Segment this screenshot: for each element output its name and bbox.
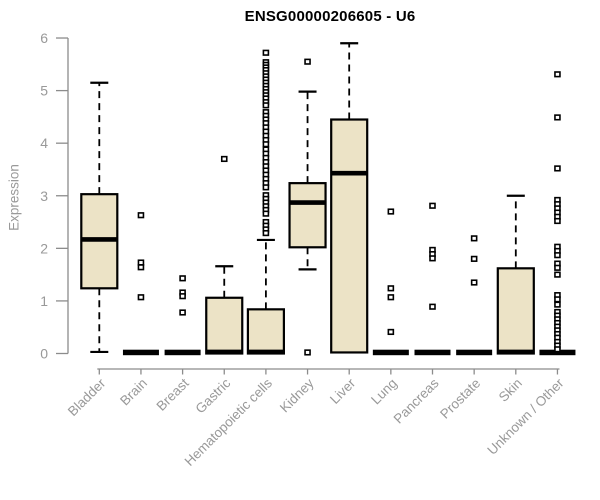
outlier-point bbox=[554, 114, 561, 121]
collapsed-box bbox=[414, 349, 451, 356]
outlier-point bbox=[470, 279, 478, 286]
outlier-point bbox=[262, 229, 270, 237]
box-breast bbox=[164, 275, 201, 356]
x-tick-label: Kidney bbox=[277, 375, 317, 415]
x-tick-label: Brain bbox=[117, 376, 150, 409]
svg-text:2: 2 bbox=[40, 240, 48, 256]
collapsed-box bbox=[164, 349, 201, 356]
outlier-point bbox=[554, 264, 561, 271]
outlier-point bbox=[554, 346, 561, 353]
outlier-point bbox=[262, 102, 270, 109]
box-skin bbox=[496, 194, 535, 355]
iqr-box bbox=[246, 308, 285, 355]
iqr-box bbox=[288, 182, 327, 249]
box-bladder bbox=[80, 81, 119, 354]
svg-text:0: 0 bbox=[40, 346, 48, 362]
box-gastric bbox=[205, 155, 244, 355]
x-tick-label: Bladder bbox=[65, 375, 109, 419]
x-tick-label: Skin bbox=[496, 376, 525, 405]
outlier-point bbox=[387, 208, 395, 215]
outlier-point bbox=[220, 155, 228, 163]
box-prostate bbox=[456, 235, 493, 356]
outlier-point bbox=[554, 296, 561, 303]
box-liver bbox=[330, 42, 369, 354]
iqr-box bbox=[330, 118, 369, 354]
y-axis bbox=[56, 37, 69, 355]
outlier-point bbox=[179, 309, 186, 316]
outlier-point bbox=[429, 202, 436, 209]
outlier-point bbox=[554, 271, 561, 278]
outlier-point bbox=[429, 255, 436, 262]
x-tick-label: Breast bbox=[154, 375, 192, 413]
outlier-point bbox=[304, 349, 311, 356]
outlier-point bbox=[262, 184, 270, 191]
box-pancreas bbox=[414, 202, 451, 356]
outlier-point bbox=[137, 294, 145, 301]
collapsed-box bbox=[539, 349, 576, 356]
x-tick-label: Lung bbox=[368, 376, 400, 408]
box-brain bbox=[122, 212, 159, 356]
outlier-point bbox=[470, 255, 478, 262]
outlier-point bbox=[554, 217, 561, 225]
collapsed-box bbox=[372, 349, 409, 356]
x-axis bbox=[97, 368, 560, 375]
collapsed-box bbox=[122, 349, 159, 356]
outlier-point bbox=[387, 328, 395, 336]
outlier-point bbox=[137, 212, 145, 219]
svg-text:4: 4 bbox=[40, 135, 48, 151]
x-tick-label: Unknown / Other bbox=[484, 375, 567, 458]
iqr-box bbox=[205, 296, 244, 355]
box-hematopoietic-cells bbox=[246, 49, 285, 355]
iqr-box bbox=[496, 267, 535, 355]
box-kidney bbox=[288, 58, 327, 356]
outlier-point bbox=[262, 210, 270, 217]
collapsed-box bbox=[456, 349, 493, 356]
box-unknown-other bbox=[539, 71, 576, 356]
outlier-point bbox=[554, 301, 561, 308]
outlier-point bbox=[262, 49, 270, 56]
outlier-point bbox=[137, 264, 145, 271]
outlier-point bbox=[470, 235, 478, 242]
x-tick-label: Pancreas bbox=[391, 375, 442, 426]
outlier-point bbox=[554, 71, 561, 78]
svg-text:1: 1 bbox=[40, 293, 48, 309]
x-tick-label: Gastric bbox=[193, 375, 234, 416]
svg-text:5: 5 bbox=[40, 83, 48, 99]
outlier-point bbox=[387, 285, 395, 292]
outlier-point bbox=[179, 293, 186, 300]
outlier-point bbox=[262, 141, 270, 148]
outlier-point bbox=[304, 58, 311, 65]
chart-title: ENSG00000206605 - U6 bbox=[244, 8, 416, 25]
box-lung bbox=[372, 208, 409, 356]
svg-text:6: 6 bbox=[40, 30, 48, 46]
outlier-point bbox=[554, 252, 561, 259]
outlier-point bbox=[429, 303, 436, 310]
y-axis-tick-labels: 0 1 2 3 4 5 6 bbox=[40, 30, 48, 361]
outlier-point bbox=[137, 259, 145, 266]
x-tick-label: Prostate bbox=[437, 376, 483, 422]
svg-text:3: 3 bbox=[40, 188, 48, 204]
outlier-point bbox=[179, 275, 186, 282]
outlier-point bbox=[387, 294, 395, 301]
x-tick-label: Liver bbox=[327, 375, 359, 407]
outlier-point bbox=[554, 165, 561, 172]
